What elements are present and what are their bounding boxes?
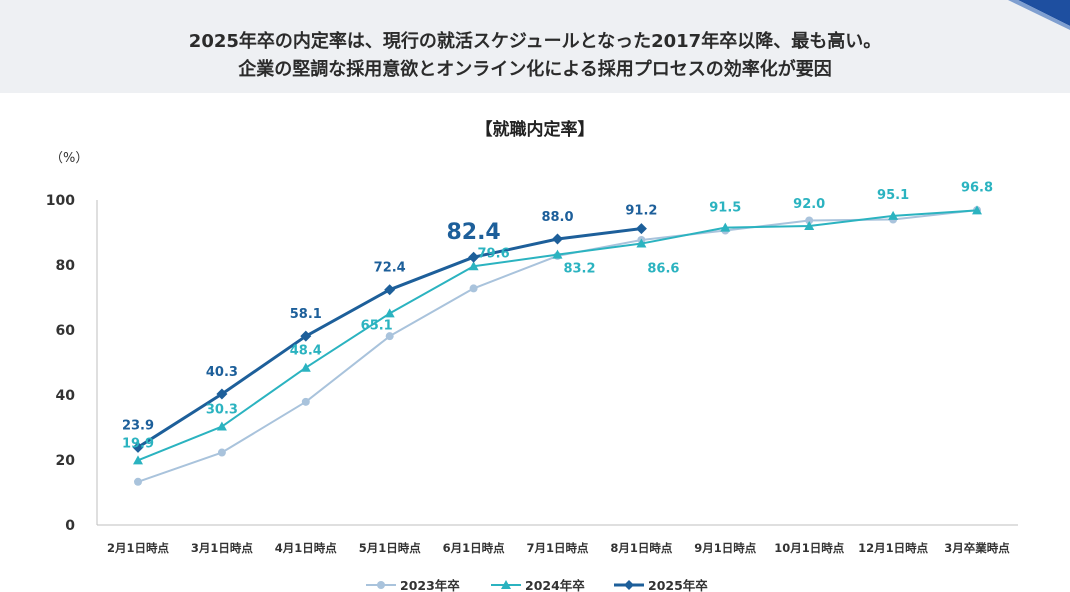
data-label: 79.6: [478, 246, 510, 261]
x-tick-label: 12月1日時点: [858, 541, 929, 555]
data-label: 30.3: [206, 403, 238, 418]
x-tick-label: 3月卒業時点: [944, 541, 1010, 555]
data-point-2023年卒: [134, 477, 142, 486]
corner-accent-icon: [1008, 0, 1070, 30]
data-label: 23.9: [122, 418, 154, 433]
headline-line-1: 2025年卒の内定率は、現行の就活スケジュールとなった2017年卒以降、最も高い…: [188, 31, 882, 52]
data-label: 91.2: [625, 204, 657, 219]
data-point-2023年卒: [469, 284, 478, 293]
data-label: 65.1: [361, 318, 393, 333]
data-label: 40.3: [206, 365, 238, 380]
legend-marker-2024年卒: [501, 580, 511, 589]
data-point-2024年卒: [384, 308, 395, 318]
data-point-2024年卒: [468, 261, 479, 271]
data-label: 95.1: [877, 188, 909, 203]
series-layer: [132, 205, 982, 486]
data-point-2025年卒: [468, 251, 480, 263]
data-point-2024年卒: [804, 221, 815, 230]
data-label: 48.4: [290, 344, 322, 359]
legend-marker-2023年卒: [377, 581, 385, 589]
legend-label: 2025年卒: [648, 578, 708, 592]
data-label: 96.8: [961, 180, 993, 195]
data-label: 83.2: [563, 262, 595, 277]
data-label: 58.1: [290, 307, 322, 322]
y-tick-label: 100: [46, 193, 75, 209]
x-tick-label: 5月1日時点: [359, 541, 422, 555]
data-point-2024年卒: [552, 249, 563, 259]
y-tick-label: 60: [56, 323, 76, 339]
data-label: 86.6: [647, 262, 679, 277]
y-tick-label: 40: [56, 388, 76, 404]
data-point-2024年卒: [300, 362, 311, 372]
data-point-2025年卒: [552, 233, 563, 245]
data-point-2024年卒: [888, 210, 899, 220]
headline-line-2: 企業の堅調な採用意欲とオンライン化による採用プロセスの効率化が要因: [238, 59, 832, 80]
legend: 2023年卒 2024年卒 2025年卒: [366, 578, 708, 592]
data-point-2023年卒: [385, 332, 394, 341]
x-tick-label: 4月1日時点: [275, 541, 338, 555]
legend-marker-2025年卒: [624, 580, 634, 590]
x-tick-label: 8月1日時点: [610, 541, 673, 555]
data-label: 91.5: [709, 201, 741, 216]
y-tick-label: 0: [65, 518, 75, 534]
data-point-2024年卒: [636, 238, 647, 248]
data-label: 92.0: [793, 197, 825, 212]
legend-label: 2023年卒: [400, 578, 460, 592]
data-point-2024年卒: [720, 222, 731, 232]
chart-axes: 0 20 40 60 80 100 2月1日時点 3月1日時点 4月1日時点 5月1日時点 6月1日…: [46, 193, 1018, 555]
headline-banner: [0, 0, 1070, 93]
x-tick-label: 3月1日時点: [191, 541, 254, 555]
y-tick-label: 20: [56, 453, 76, 469]
x-tick-label: 9月1日時点: [694, 541, 757, 555]
data-point-2025年卒: [216, 388, 228, 400]
chart-title: 【就職内定率】: [476, 119, 595, 140]
data-point-2024年卒: [972, 205, 982, 215]
x-tick-label: 6月1日時点: [443, 541, 506, 555]
x-tick-label: 10月1日時点: [774, 541, 845, 555]
data-point-2025年卒: [384, 284, 396, 296]
data-point-2025年卒: [300, 330, 312, 342]
x-tick-label: 2月1日時点: [107, 541, 170, 555]
y-axis-unit-label: （%）: [50, 151, 88, 166]
data-point-2023年卒: [805, 216, 814, 225]
data-label-emphasis: 82.4: [446, 220, 500, 245]
data-point-2024年卒: [133, 455, 143, 465]
series-line-2024年卒: [137, 209, 978, 462]
data-label: 88.0: [541, 210, 573, 225]
legend-label: 2024年卒: [525, 578, 585, 592]
data-label: 19.9: [122, 436, 154, 451]
data-point-2025年卒: [132, 441, 144, 453]
data-labels-layer: 23.9 19.9 40.3 30.3 58.1 48.4 72.4 65.1 82.479.6…: [122, 180, 993, 451]
data-point-2024年卒: [216, 421, 227, 431]
data-point-2023年卒: [301, 397, 310, 406]
data-point-2023年卒: [217, 448, 226, 457]
x-tick-label: 7月1日時点: [526, 541, 589, 555]
y-tick-label: 80: [56, 258, 76, 274]
data-label: 72.4: [374, 261, 406, 276]
data-point-2025年卒: [635, 223, 647, 235]
